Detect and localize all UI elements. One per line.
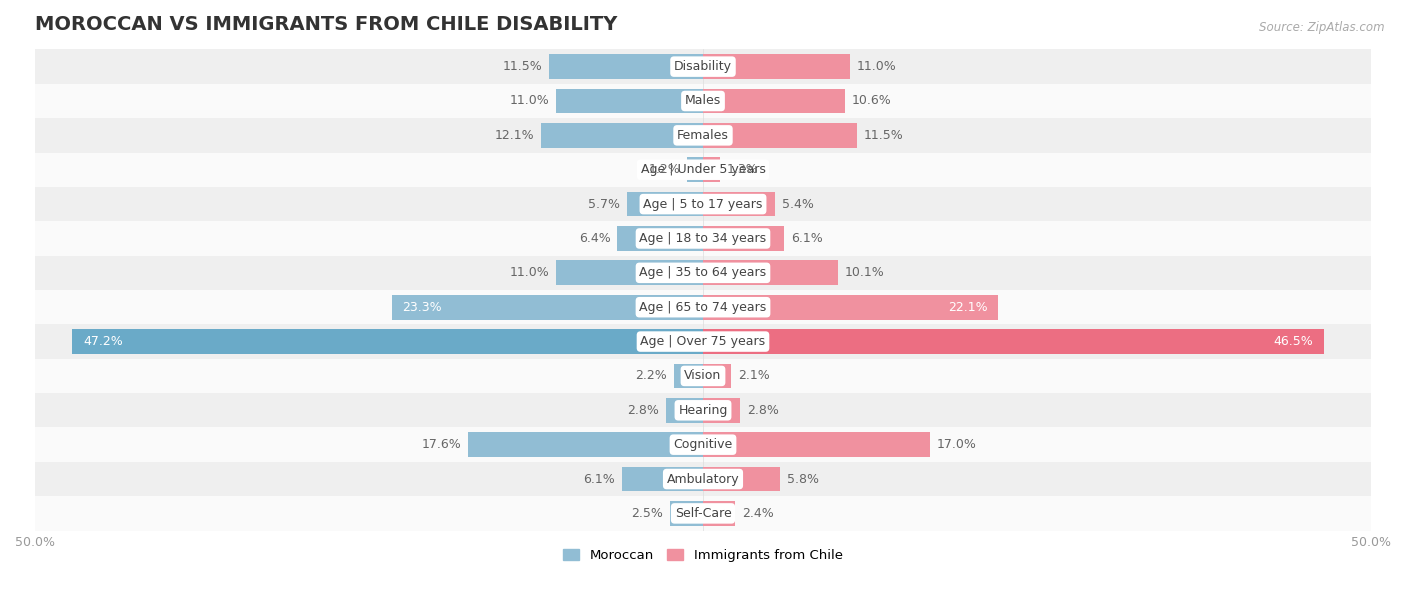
Bar: [703, 398, 741, 423]
Bar: [703, 432, 931, 457]
Bar: [35, 118, 1371, 152]
Bar: [703, 329, 1324, 354]
Bar: [72, 329, 703, 354]
Text: 5.8%: 5.8%: [787, 472, 820, 485]
Bar: [665, 398, 703, 423]
Bar: [703, 364, 731, 388]
Bar: [673, 364, 703, 388]
Text: 2.1%: 2.1%: [738, 370, 769, 382]
Bar: [35, 50, 1371, 84]
Text: 11.5%: 11.5%: [503, 60, 543, 73]
Bar: [555, 89, 703, 113]
Text: Age | 5 to 17 years: Age | 5 to 17 years: [644, 198, 762, 211]
Text: 46.5%: 46.5%: [1274, 335, 1313, 348]
Bar: [35, 256, 1371, 290]
Bar: [703, 54, 851, 79]
Text: 2.8%: 2.8%: [627, 404, 659, 417]
Text: Males: Males: [685, 94, 721, 108]
Text: Females: Females: [678, 129, 728, 142]
Text: 11.0%: 11.0%: [856, 60, 897, 73]
Bar: [35, 187, 1371, 222]
Text: Self-Care: Self-Care: [675, 507, 731, 520]
Text: Age | 18 to 34 years: Age | 18 to 34 years: [640, 232, 766, 245]
Text: 5.4%: 5.4%: [782, 198, 814, 211]
Bar: [703, 157, 720, 182]
Text: 1.3%: 1.3%: [727, 163, 759, 176]
Bar: [35, 290, 1371, 324]
Bar: [703, 192, 775, 217]
Bar: [617, 226, 703, 251]
Bar: [703, 467, 780, 491]
Legend: Moroccan, Immigrants from Chile: Moroccan, Immigrants from Chile: [558, 543, 848, 567]
Text: 6.1%: 6.1%: [792, 232, 823, 245]
Text: 23.3%: 23.3%: [402, 300, 441, 314]
Text: Hearing: Hearing: [678, 404, 728, 417]
Text: 11.0%: 11.0%: [509, 94, 550, 108]
Text: 5.7%: 5.7%: [588, 198, 620, 211]
Bar: [35, 496, 1371, 531]
Bar: [703, 226, 785, 251]
Text: 22.1%: 22.1%: [948, 300, 987, 314]
Text: 2.5%: 2.5%: [631, 507, 662, 520]
Text: 6.1%: 6.1%: [583, 472, 614, 485]
Bar: [555, 261, 703, 285]
Text: 11.0%: 11.0%: [509, 266, 550, 279]
Text: Age | 65 to 74 years: Age | 65 to 74 years: [640, 300, 766, 314]
Text: Age | Under 5 years: Age | Under 5 years: [641, 163, 765, 176]
Text: 2.4%: 2.4%: [742, 507, 773, 520]
Bar: [35, 152, 1371, 187]
Bar: [703, 261, 838, 285]
Bar: [703, 89, 845, 113]
Text: 6.4%: 6.4%: [579, 232, 610, 245]
Bar: [35, 324, 1371, 359]
Text: Age | Over 75 years: Age | Over 75 years: [641, 335, 765, 348]
Bar: [688, 157, 703, 182]
Text: Vision: Vision: [685, 370, 721, 382]
Bar: [541, 123, 703, 147]
Bar: [35, 222, 1371, 256]
Text: 17.6%: 17.6%: [422, 438, 461, 451]
Text: 10.6%: 10.6%: [851, 94, 891, 108]
Bar: [35, 462, 1371, 496]
Bar: [550, 54, 703, 79]
Bar: [35, 84, 1371, 118]
Bar: [392, 295, 703, 319]
Text: 47.2%: 47.2%: [83, 335, 122, 348]
Text: 1.2%: 1.2%: [648, 163, 681, 176]
Text: 2.8%: 2.8%: [747, 404, 779, 417]
Text: Disability: Disability: [673, 60, 733, 73]
Text: Source: ZipAtlas.com: Source: ZipAtlas.com: [1260, 21, 1385, 34]
Text: Cognitive: Cognitive: [673, 438, 733, 451]
Bar: [35, 359, 1371, 393]
Text: 11.5%: 11.5%: [863, 129, 903, 142]
Text: 17.0%: 17.0%: [936, 438, 977, 451]
Text: 2.2%: 2.2%: [636, 370, 666, 382]
Bar: [468, 432, 703, 457]
Bar: [621, 467, 703, 491]
Bar: [35, 393, 1371, 428]
Bar: [35, 428, 1371, 462]
Text: MOROCCAN VS IMMIGRANTS FROM CHILE DISABILITY: MOROCCAN VS IMMIGRANTS FROM CHILE DISABI…: [35, 15, 617, 34]
Text: 10.1%: 10.1%: [845, 266, 884, 279]
Text: Ambulatory: Ambulatory: [666, 472, 740, 485]
Text: Age | 35 to 64 years: Age | 35 to 64 years: [640, 266, 766, 279]
Text: 12.1%: 12.1%: [495, 129, 534, 142]
Bar: [703, 123, 856, 147]
Bar: [703, 295, 998, 319]
Bar: [703, 501, 735, 526]
Bar: [669, 501, 703, 526]
Bar: [627, 192, 703, 217]
